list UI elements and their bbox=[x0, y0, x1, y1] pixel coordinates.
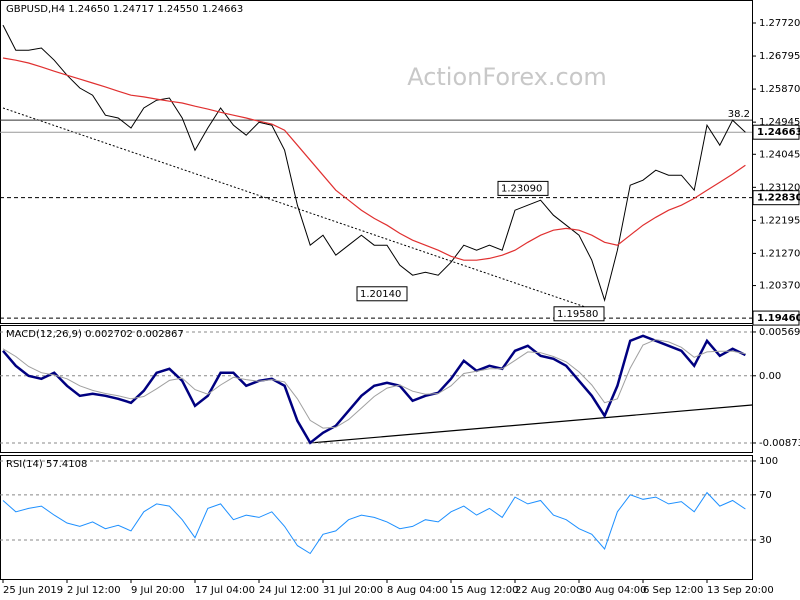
level-label: 38.2 bbox=[728, 109, 750, 120]
y-tick-label: 1.20370 bbox=[759, 281, 800, 292]
y-tick-label: 1.24945 bbox=[759, 117, 800, 128]
y-tick-label: 1.21270 bbox=[759, 248, 800, 259]
price-box bbox=[752, 190, 800, 206]
x-tick-label: 17 Jul 04:00 bbox=[195, 585, 255, 596]
y-tick-label: 100 bbox=[759, 456, 778, 467]
x-tick-label: 9 Jul 20:00 bbox=[131, 585, 185, 596]
y-tick-label: 30 bbox=[759, 535, 772, 546]
series-line bbox=[2, 334, 746, 445]
annotation-box bbox=[497, 180, 549, 196]
y-tick-label: 70 bbox=[759, 490, 772, 501]
series-line bbox=[2, 491, 746, 555]
trend-line bbox=[2, 107, 601, 313]
y-tick-label: 1.26795 bbox=[759, 51, 800, 62]
x-tick-label: 6 Sep 12:00 bbox=[643, 585, 703, 596]
series-line bbox=[2, 339, 746, 429]
price-box bbox=[752, 124, 800, 140]
annotation-box bbox=[553, 306, 605, 322]
x-tick-label: 30 Aug 04:00 bbox=[579, 585, 646, 596]
x-tick-label: 24 Jul 12:00 bbox=[259, 585, 319, 596]
price-label: 1.24663 bbox=[757, 127, 800, 138]
series-line bbox=[2, 57, 746, 261]
x-tick-label: 31 Jul 20:00 bbox=[323, 585, 383, 596]
panel-frame bbox=[0, 325, 753, 453]
x-tick-label: 13 Sep 20:00 bbox=[707, 585, 774, 596]
x-tick-label: 25 Jun 2019 bbox=[3, 585, 63, 596]
annotation-label: 1.20140 bbox=[360, 289, 401, 300]
price-label: 1.19460 bbox=[757, 313, 800, 324]
panel-title: GBPUSD,H4 1.24650 1.24717 1.24550 1.2466… bbox=[6, 4, 243, 15]
annotation-box bbox=[356, 286, 408, 302]
watermark: ActionForex.com bbox=[407, 63, 607, 91]
panel-title: RSI(14) 57.4108 bbox=[6, 459, 87, 470]
y-tick-label: 1.23120 bbox=[759, 182, 800, 193]
price-label: 1.22830 bbox=[757, 193, 800, 204]
macd-trend-line bbox=[309, 404, 753, 444]
y-tick-label: 1.22195 bbox=[759, 215, 800, 226]
x-tick-label: 8 Aug 04:00 bbox=[387, 585, 448, 596]
series-line bbox=[2, 24, 746, 303]
y-tick-label: 1.27720 bbox=[759, 18, 800, 29]
annotation-label: 1.19580 bbox=[557, 309, 598, 320]
price-box bbox=[752, 310, 800, 326]
x-tick-label: 15 Aug 12:00 bbox=[451, 585, 518, 596]
x-tick-label: 2 Jul 12:00 bbox=[67, 585, 121, 596]
y-tick-label: 0.005694 bbox=[759, 327, 800, 338]
y-tick-label: 0.00 bbox=[759, 371, 781, 382]
annotation-label: 1.23090 bbox=[501, 183, 542, 194]
panel-title: MACD(12,26,9) 0.002702 0.002867 bbox=[6, 329, 184, 340]
y-tick-label: 1.25870 bbox=[759, 84, 800, 95]
panel-frame bbox=[0, 455, 753, 580]
x-tick-label: 22 Aug 20:00 bbox=[515, 585, 582, 596]
y-tick-label: 1.24045 bbox=[759, 149, 800, 160]
panel-frame bbox=[0, 0, 753, 324]
y-tick-label: -0.008737 bbox=[759, 438, 800, 449]
